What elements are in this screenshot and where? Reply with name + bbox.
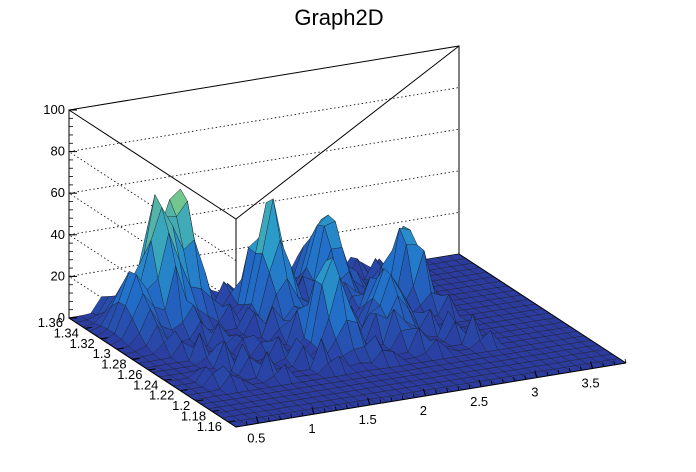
y-tick [212, 409, 220, 412]
x-minor-tick [245, 421, 248, 426]
x-minor-tick [535, 373, 538, 378]
x-minor-tick [602, 362, 605, 367]
x-minor-tick [502, 379, 504, 384]
y-axis-ticks: 1.161.181.21.221.241.261.281.31.321.341.… [38, 315, 236, 434]
y-tick [84, 326, 92, 329]
x-minor-tick [312, 410, 315, 415]
x-minor-tick [490, 380, 493, 386]
y-tick-label: 1.2 [172, 398, 190, 413]
y-tick-label: 1.32 [69, 336, 94, 351]
y-tick-label: 1.34 [54, 325, 79, 340]
x-minor-tick [268, 417, 270, 422]
x-minor-tick [457, 386, 460, 391]
z-tick-label: 80 [51, 144, 65, 159]
x-minor-tick [468, 384, 471, 389]
x-minor-tick [557, 369, 560, 375]
x-minor-tick [479, 382, 482, 387]
x-minor-tick [613, 360, 616, 365]
x-minor-tick [412, 393, 415, 398]
x-minor-tick [401, 395, 404, 400]
y-tick-label: 1.3 [93, 346, 111, 361]
y-tick [132, 358, 140, 361]
x-tick-label: 2 [420, 403, 427, 418]
x-minor-tick [357, 402, 359, 407]
z-axis-ticks: 0 20 40 60 80 100 [43, 102, 77, 325]
y-tick-label: 1.24 [133, 377, 158, 392]
y-tick-label: 1.22 [149, 388, 174, 403]
x-minor-tick [568, 368, 571, 373]
x-minor-tick [256, 419, 259, 424]
x-minor-tick [290, 413, 293, 418]
x-minor-tick [624, 358, 627, 364]
chart-title: Graph2D [294, 5, 383, 30]
y-tick [227, 420, 236, 423]
x-minor-tick [323, 408, 326, 413]
y-tick-label: 1.36 [38, 315, 63, 330]
z-tick-label: 60 [51, 185, 65, 200]
top-diagonal-edge [235, 45, 460, 220]
x-minor-tick [279, 415, 281, 420]
front-base-edge [235, 362, 627, 428]
x-minor-tick [446, 388, 449, 393]
x-minor-tick [301, 411, 304, 417]
y-tick [180, 389, 188, 392]
x-minor-tick [390, 397, 393, 402]
x-tick-label: 3.5 [582, 375, 600, 390]
x-minor-tick [379, 399, 382, 404]
z-tick-label: 100 [43, 102, 65, 117]
y-tick-label: 1.16 [197, 419, 222, 434]
right-base-edge [458, 253, 627, 364]
axis-box [68, 45, 627, 428]
x-minor-tick [513, 377, 515, 382]
x-minor-tick [591, 364, 593, 369]
x-minor-tick [424, 391, 426, 397]
y-tick [100, 337, 108, 340]
x-tick-label: 1 [308, 421, 315, 436]
z-tick-label: 40 [51, 227, 65, 242]
x-minor-tick [334, 406, 337, 411]
z-tick-label: 0 [58, 310, 65, 325]
x-minor-tick [346, 404, 348, 409]
y-tick [68, 316, 77, 319]
y-tick-label: 1.28 [101, 357, 126, 372]
y-tick-label: 1.18 [181, 408, 206, 423]
x-minor-tick [435, 389, 437, 395]
surface-mesh [68, 188, 627, 428]
y-tick [196, 399, 204, 402]
y-tick-label: 1.26 [117, 367, 142, 382]
x-minor-tick [580, 366, 582, 371]
y-axis-line [68, 317, 237, 428]
x-tick-label: 0.5 [247, 430, 265, 445]
x-axis-ticks: 0.5 1 1.5 2 2.5 3 3.5 [245, 358, 627, 445]
x-minor-tick [368, 400, 371, 406]
z-tick-label: 20 [51, 268, 65, 283]
x-minor-tick [524, 375, 527, 380]
y-tick [164, 378, 172, 381]
x-tick-label: 3 [531, 385, 538, 400]
y-tick [148, 368, 156, 371]
x-minor-tick [546, 371, 549, 376]
y-tick [116, 347, 124, 350]
x-tick-label: 1.5 [359, 412, 377, 427]
x-tick-label: 2.5 [470, 394, 488, 409]
